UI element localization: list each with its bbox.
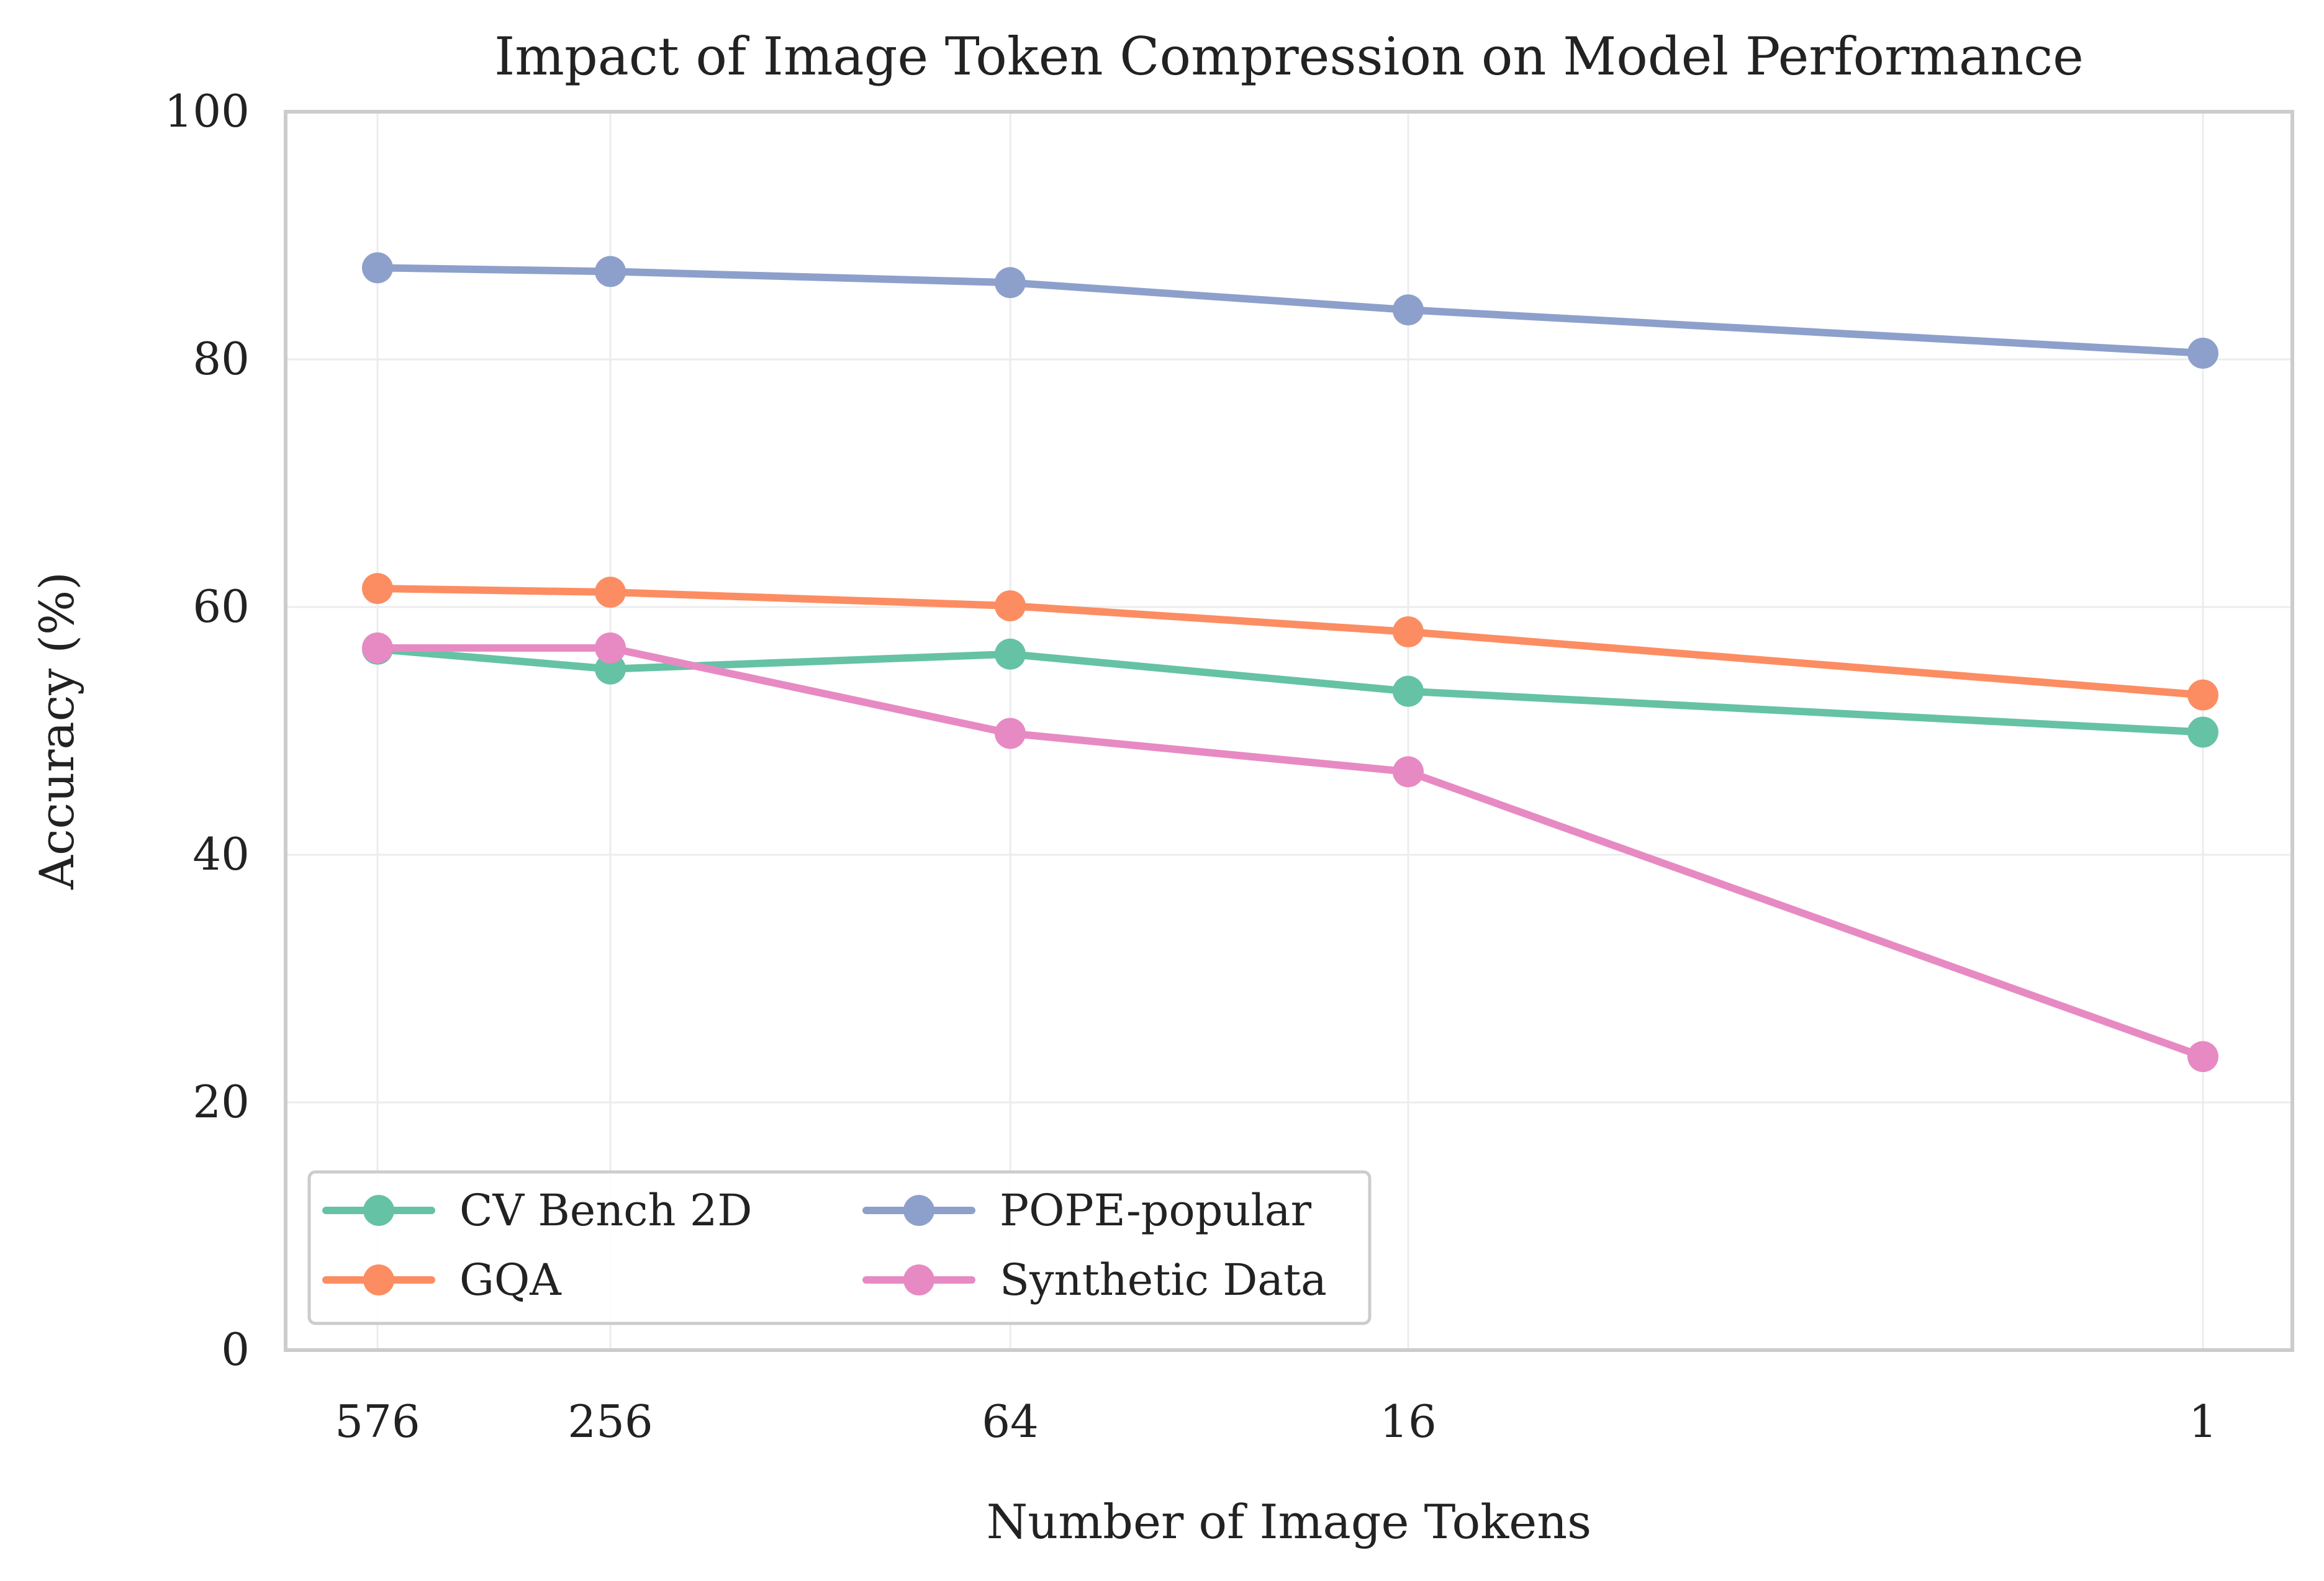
legend-entry: Synthetic Data [862,1254,1327,1305]
axes: 0 20 40 60 80 100 576 256 64 16 1 [165,85,2217,1448]
y-tick-label: 80 [192,333,250,385]
x-tick-label: 64 [982,1395,1039,1448]
chart-title: Impact of Image Token Compression on Mod… [494,26,2084,87]
x-axis-label: Number of Image Tokens [987,1494,1591,1549]
y-tick-label: 60 [192,580,250,633]
data-point [2187,338,2218,369]
data-point [362,252,393,284]
series-group [362,252,2218,1073]
data-point [995,718,1026,749]
legend-label: Synthetic Data [1000,1254,1327,1305]
data-point [595,256,626,287]
legend-label: POPE-popular [1000,1185,1312,1236]
data-point [362,632,393,664]
y-tick-label: 20 [192,1076,250,1128]
y-tick-label: 100 [165,85,250,137]
legend-swatch-marker [903,1195,934,1226]
x-tick-label: 576 [335,1395,420,1448]
data-point [995,638,1026,670]
data-point [1393,294,1424,326]
data-point [1393,675,1424,707]
x-tick-label: 16 [1380,1395,1437,1448]
data-point [595,632,626,664]
plot-frame [284,110,2294,1352]
data-point [1393,616,1424,647]
legend-entry: CV Bench 2D [322,1185,753,1236]
legend-swatch-marker [363,1264,394,1295]
data-point [595,577,626,608]
x-tick-label: 256 [567,1395,653,1448]
series-pope-popular [362,252,2218,369]
legend-entry: POPE-popular [862,1185,1312,1236]
x-tick-label: 1 [2189,1395,2217,1448]
legend-box [307,1170,1372,1325]
series-gqa [362,573,2218,711]
legend-label: GQA [459,1254,562,1305]
data-point [2187,716,2218,748]
legend: CV Bench 2D GQA POPE-popular Synthetic Data [307,1170,1372,1325]
data-point [995,267,1026,299]
legend-swatch-marker [903,1264,934,1295]
y-axis-label: Accuracy (%) [29,572,84,890]
data-point [995,590,1026,622]
y-tick-label: 0 [221,1323,250,1376]
legend-label: CV Bench 2D [459,1185,753,1236]
data-point [2187,1041,2218,1073]
data-point [362,573,393,605]
legend-swatch-marker [363,1195,394,1226]
y-tick-label: 40 [192,828,250,880]
legend-entry: GQA [322,1254,562,1305]
data-point [1393,756,1424,788]
series-synthetic-data [362,632,2218,1073]
data-point [2187,679,2218,711]
